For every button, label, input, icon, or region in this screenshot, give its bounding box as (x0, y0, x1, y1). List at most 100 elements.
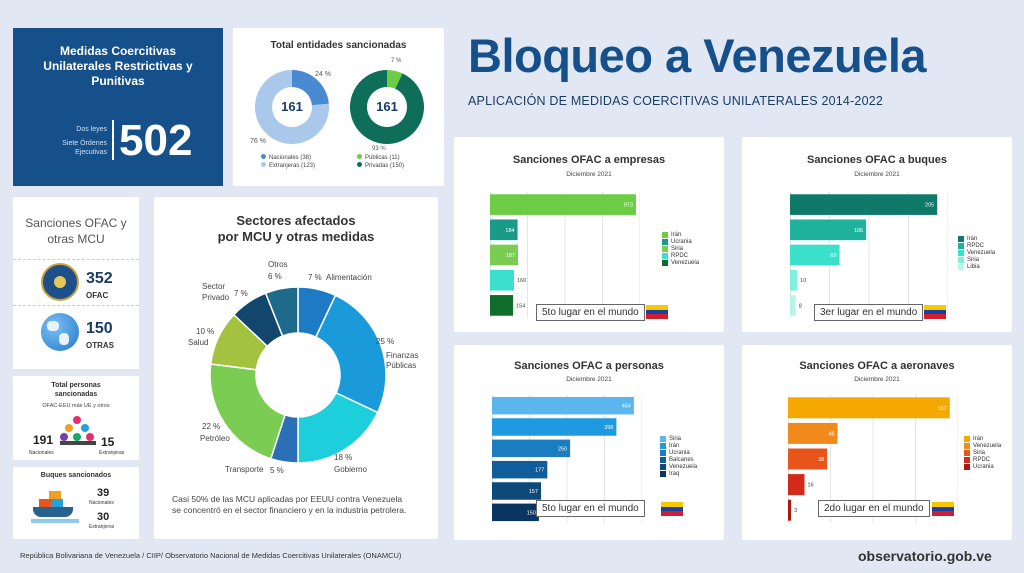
sectores-note: Casi 50% de las MCU aplicadas por EEUU c… (172, 494, 407, 515)
chart-card-personas: Sanciones OFAC a personas Diciembre 2021… (454, 345, 724, 540)
slice-otros (264, 287, 299, 337)
label-trans-pct: 5 % (270, 466, 284, 475)
entidades-card: Total entidades sancionadas 161 24 % 76 … (233, 28, 444, 186)
legend-label: Venezuela (671, 259, 700, 266)
mcu-divider (112, 120, 114, 160)
bar-irán (492, 418, 617, 436)
legend-item: Irán (964, 435, 1001, 442)
chart-title: Sanciones OFAC a aeronaves (799, 360, 955, 372)
legend-swatch (958, 242, 964, 249)
buques-nacionales-value: 39 (97, 487, 110, 499)
legend-label: Siria (671, 245, 684, 252)
bar-rpdc (790, 219, 867, 241)
venezuela-flag-icon (924, 305, 946, 319)
chart-card-empresas: Sanciones OFAC a empresas Diciembre 2021… (454, 137, 724, 332)
label-alim-pct: 7 % (308, 273, 322, 282)
donut2-pct-b: 93 % (372, 146, 386, 152)
legend-swatch (958, 249, 964, 256)
legend-item: Siria (660, 435, 697, 442)
legend-swatch (964, 456, 970, 463)
footer-site[interactable]: observatorio.gob.ve (858, 548, 992, 564)
data-label: 177 (535, 468, 544, 474)
footer-source: República Bolivariana de Venezuela / CII… (20, 551, 402, 560)
legend-item: Privadas (150) (357, 162, 404, 170)
data-label: 8 (799, 303, 802, 309)
bar-siria (490, 244, 519, 266)
buques-extranjeros-label: Extranjeros (89, 524, 115, 530)
sectores-donut-chart (210, 287, 386, 463)
slice-petróleo (210, 363, 286, 460)
bar-venezuela (790, 244, 840, 266)
legend-item: Públicas (11) (357, 154, 404, 162)
sectores-card: Sectores afectados por MCU y otras medid… (154, 197, 438, 539)
legend-label: Públicas (11) (365, 155, 400, 161)
otras-label: OTRAS (86, 341, 114, 350)
legend-swatch (662, 231, 668, 238)
data-label: 69 (830, 253, 836, 259)
label-fin-pct: 25 % (376, 337, 395, 346)
chart-subtitle: Diciembre 2021 (566, 171, 612, 178)
chart-title: Sanciones OFAC a empresas (512, 154, 666, 166)
bar-siria (790, 269, 798, 291)
people-group-icon (60, 416, 98, 446)
legend-swatch (662, 245, 668, 252)
legend-swatch (662, 238, 668, 245)
legend-label: Siria (973, 449, 986, 456)
cargo-ship-icon (31, 491, 79, 531)
entidades-title: Total entidades sancionadas (270, 40, 407, 51)
bar-chart-buques: 205 106 69 10 8 (790, 192, 948, 318)
data-label: 973 (624, 203, 633, 209)
bar-venezuela (492, 482, 542, 500)
bar-irán (788, 397, 950, 419)
data-label: 3 (794, 508, 797, 514)
donut2-pct-a: 7 % (391, 58, 402, 64)
legend-label: Irán (967, 235, 978, 242)
chart-subtitle: Diciembre 2021 (854, 171, 900, 178)
treasury-seal-icon (41, 263, 79, 301)
legend-label: Balcanes (669, 456, 694, 463)
legend-swatch (964, 435, 970, 442)
rank-box: 3er lugar en el mundo (814, 304, 924, 321)
personas-title: Total personas sancionadas (51, 382, 101, 398)
donut-nacionales-extranjeras (255, 70, 329, 144)
legend-swatch (662, 252, 668, 259)
label-gob-pct: 18 % (334, 453, 353, 462)
legend-swatch (958, 235, 964, 242)
extranjeras-value: 15 (101, 435, 115, 449)
personas-subtitle: OFAC-EEU más UE y otros (42, 403, 110, 409)
donut2-center-value: 161 (376, 99, 398, 114)
donut-publicas-privadas (350, 70, 424, 144)
slice-privadas (350, 70, 424, 144)
data-label: 157 (529, 489, 538, 495)
label-alim: Alimentación (326, 273, 372, 282)
data-label: 106 (854, 228, 863, 234)
legend-swatch (958, 256, 964, 263)
bar-ucrania (492, 439, 571, 458)
venezuela-flag-icon (932, 502, 954, 516)
label-fin2: Públicas (386, 361, 417, 370)
ofac-label: OFAC (86, 291, 109, 300)
legend-item: RPDC (964, 456, 1001, 463)
legend-swatch (958, 263, 964, 270)
divider (13, 305, 139, 306)
chart-legend: Irán Venezuela Siria RPDC Ucrania (964, 435, 1001, 470)
mcu-title: Medidas Coercitivas Unilaterales Restric… (43, 44, 193, 88)
otras-value: 150 (86, 320, 113, 337)
bar-iraq (492, 503, 539, 522)
legend-label: Privadas (150) (365, 163, 405, 169)
bar-rpdc (788, 474, 805, 496)
buques-card: Buques sancionados 39 Nacionales 30 Extr… (13, 467, 139, 539)
legend-item: Extranjeras (123) (261, 162, 315, 170)
legend-label: Irán (669, 442, 680, 449)
bar-venezuela (490, 295, 514, 316)
page-subtitle: APLICACIÓN DE MEDIDAS COERCITIVAS UNILAT… (468, 94, 884, 108)
data-label: 184 (505, 228, 514, 234)
legend-label: Ucrania (669, 449, 690, 456)
legend-label: RPDC (967, 242, 985, 249)
chart-card-buques: Sanciones OFAC a buques Diciembre 2021 2… (742, 137, 1012, 332)
rank-box: 5to lugar en el mundo (536, 304, 645, 321)
mcu-line1: Dos leyes (76, 126, 107, 133)
legend-swatch (660, 449, 666, 456)
data-label: 157 (938, 406, 947, 412)
legend-item: Balcanes (660, 456, 697, 463)
